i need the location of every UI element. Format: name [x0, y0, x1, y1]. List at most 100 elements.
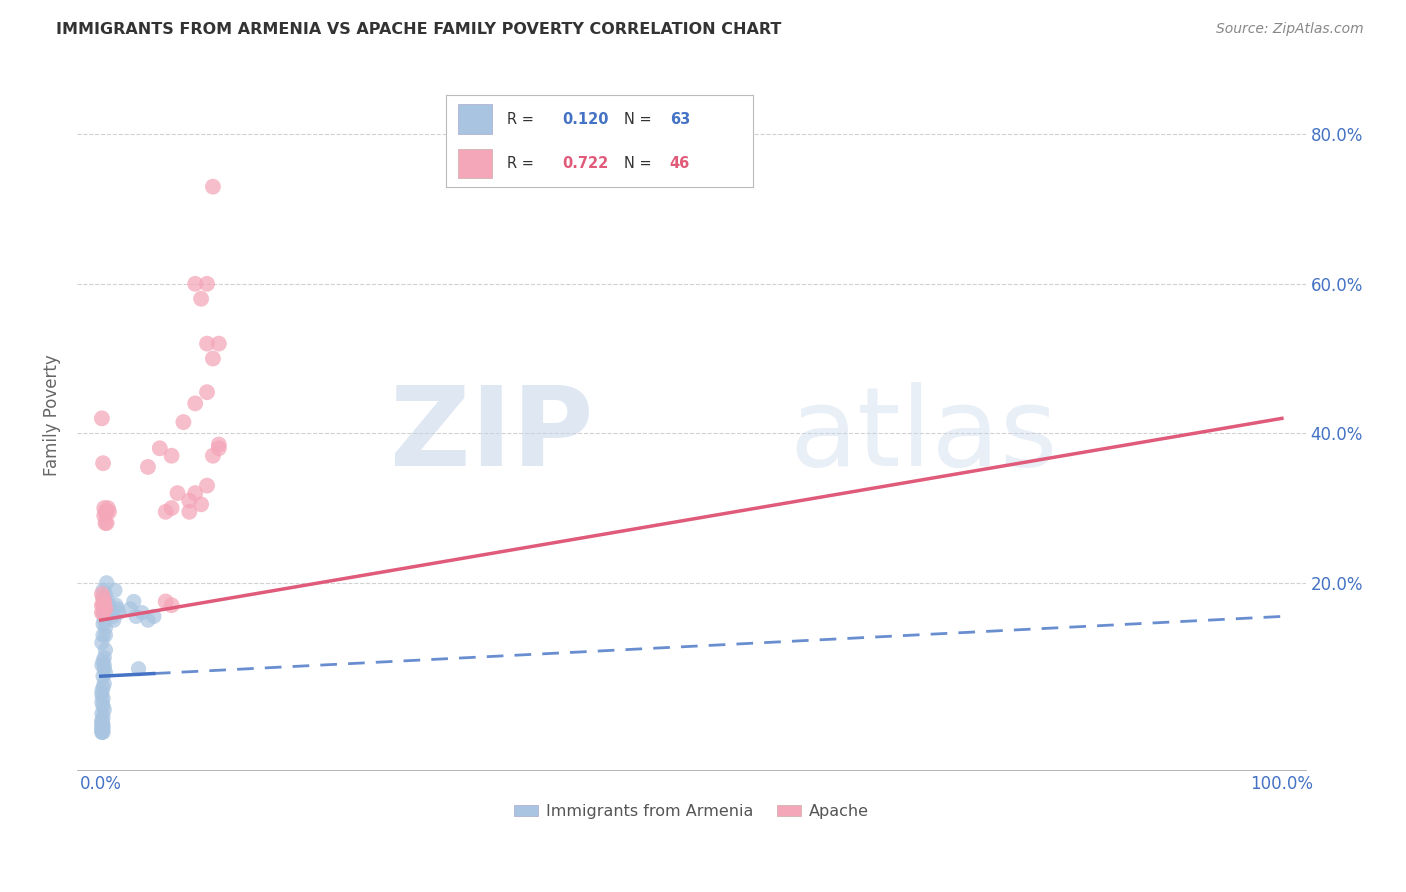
Point: [90, 658, 112, 673]
Point: [90, 725, 112, 739]
Point: [90, 718, 112, 732]
Point: [93, 602, 115, 616]
Point: [128, 662, 150, 676]
Point: [166, 486, 188, 500]
Point: [184, 486, 207, 500]
Point: [190, 497, 212, 511]
Text: IMMIGRANTS FROM ARMENIA VS APACHE FAMILY POVERTY CORRELATION CHART: IMMIGRANTS FROM ARMENIA VS APACHE FAMILY…: [56, 22, 782, 37]
Point: [91, 725, 114, 739]
Point: [90, 706, 112, 721]
Point: [96, 505, 118, 519]
Point: [91, 606, 114, 620]
Point: [105, 598, 128, 612]
Point: [94, 643, 117, 657]
Point: [91, 722, 114, 736]
Point: [94, 602, 117, 616]
Point: [93, 606, 115, 620]
Point: [90, 635, 112, 649]
Point: [90, 718, 112, 732]
Point: [94, 621, 117, 635]
Point: [136, 459, 159, 474]
Point: [201, 179, 224, 194]
Text: atlas: atlas: [790, 383, 1059, 490]
Point: [91, 718, 114, 732]
Point: [201, 351, 224, 366]
Point: [94, 598, 117, 612]
Point: [179, 505, 201, 519]
Point: [93, 591, 115, 605]
Legend: Immigrants from Armenia, Apache: Immigrants from Armenia, Apache: [508, 797, 876, 826]
Point: [93, 501, 115, 516]
Point: [90, 725, 112, 739]
Point: [122, 594, 145, 608]
Point: [101, 609, 124, 624]
Point: [94, 606, 117, 620]
Point: [90, 714, 112, 728]
Point: [91, 681, 114, 695]
Point: [160, 598, 183, 612]
Point: [90, 684, 112, 698]
Point: [131, 606, 153, 620]
Point: [96, 516, 118, 530]
Point: [155, 505, 177, 519]
Point: [120, 602, 142, 616]
Point: [91, 456, 114, 470]
Point: [91, 628, 114, 642]
Point: [160, 449, 183, 463]
Point: [90, 688, 112, 702]
Point: [93, 658, 115, 673]
Point: [190, 292, 212, 306]
Text: ZIP: ZIP: [389, 383, 593, 490]
Point: [201, 449, 224, 463]
Point: [160, 501, 183, 516]
Point: [172, 415, 194, 429]
Point: [93, 613, 115, 627]
Point: [195, 336, 218, 351]
Point: [184, 277, 207, 291]
Point: [208, 442, 231, 456]
Point: [96, 575, 118, 590]
Point: [91, 691, 114, 706]
Point: [208, 336, 231, 351]
Point: [103, 613, 125, 627]
Point: [184, 396, 207, 410]
Text: Source: ZipAtlas.com: Source: ZipAtlas.com: [1216, 22, 1364, 37]
Point: [91, 591, 114, 605]
Point: [90, 598, 112, 612]
Point: [97, 501, 120, 516]
Point: [91, 699, 114, 714]
Point: [105, 602, 128, 616]
Point: [208, 437, 231, 451]
Point: [93, 676, 115, 690]
Point: [125, 609, 148, 624]
Point: [90, 587, 112, 601]
Point: [90, 606, 112, 620]
Point: [91, 710, 114, 724]
Point: [195, 385, 218, 400]
Point: [90, 411, 112, 425]
Point: [93, 594, 115, 608]
Point: [100, 606, 122, 620]
Point: [179, 493, 201, 508]
Point: [98, 505, 121, 519]
Point: [136, 613, 159, 627]
Point: [93, 662, 115, 676]
Point: [91, 669, 114, 683]
Point: [91, 598, 114, 612]
Point: [91, 654, 114, 668]
Point: [91, 583, 114, 598]
Point: [93, 606, 115, 620]
Point: [98, 598, 121, 612]
Point: [94, 665, 117, 680]
Point: [94, 628, 117, 642]
Point: [93, 598, 115, 612]
Point: [90, 695, 112, 709]
Point: [93, 650, 115, 665]
Point: [91, 591, 114, 605]
Point: [93, 508, 115, 523]
Point: [94, 598, 117, 612]
Point: [97, 594, 120, 608]
Point: [104, 583, 127, 598]
Point: [94, 505, 117, 519]
Y-axis label: Family Poverty: Family Poverty: [44, 354, 60, 475]
